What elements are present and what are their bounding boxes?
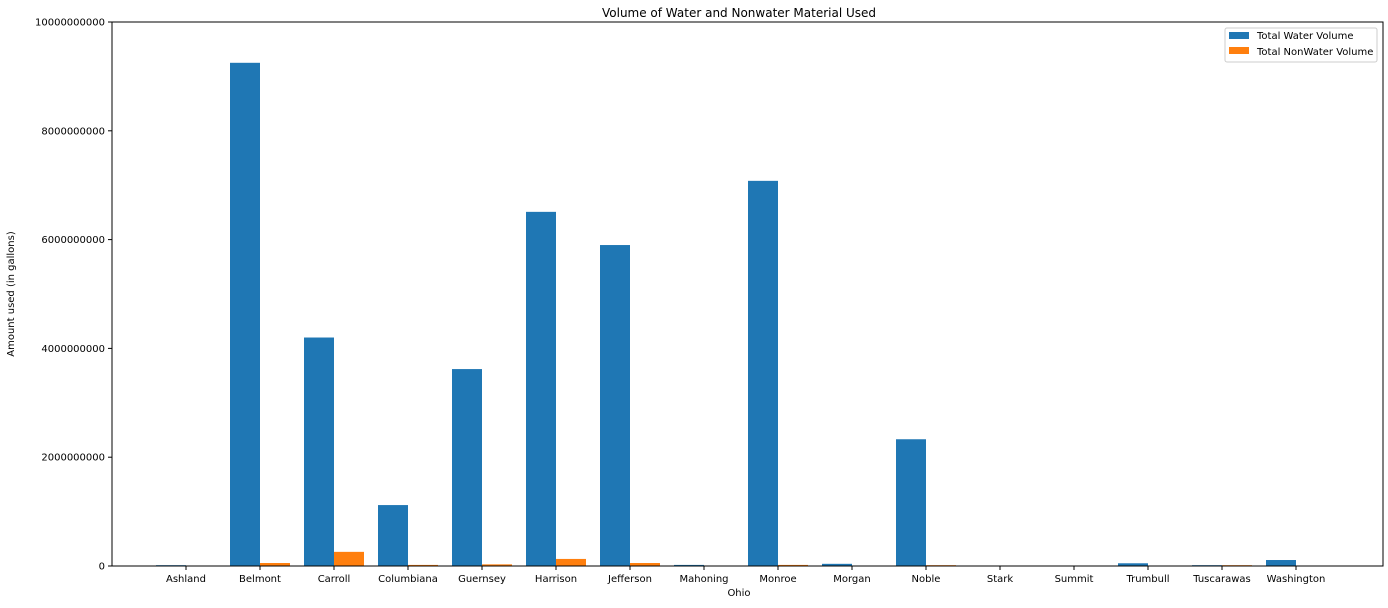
bar-nonwater-guernsey bbox=[482, 564, 512, 566]
bar-nonwater-harrison bbox=[556, 558, 586, 566]
y-tick-label: 4000000000 bbox=[41, 344, 105, 355]
bar-water-jefferson bbox=[600, 245, 630, 567]
bar-water-mahoning bbox=[674, 564, 704, 566]
x-tick-label: Ashland bbox=[166, 574, 206, 585]
x-tick-label: Carroll bbox=[318, 574, 351, 585]
bar-nonwater-belmont bbox=[260, 563, 290, 566]
bar-water-columbiana bbox=[378, 505, 408, 566]
x-tick-label: Belmont bbox=[239, 574, 281, 585]
legend-box bbox=[1224, 27, 1378, 63]
bars-group bbox=[156, 62, 1296, 567]
bar-water-harrison bbox=[526, 211, 556, 566]
chart-title: Volume of Water and Nonwater Material Us… bbox=[602, 6, 876, 20]
x-tick-label: Summit bbox=[1055, 574, 1094, 585]
legend-label-water: Total Water Volume bbox=[1256, 31, 1353, 42]
legend-swatch-nonwater bbox=[1229, 47, 1249, 54]
bar-water-belmont bbox=[230, 62, 260, 567]
y-tick-label: 8000000000 bbox=[41, 126, 105, 137]
x-tick-label: Washington bbox=[1267, 574, 1326, 585]
legend: Total Water Volume Total NonWater Volume bbox=[1224, 27, 1378, 63]
x-tick-label: Guernsey bbox=[458, 574, 506, 585]
x-ticks-group: Ashland Belmont Carroll Columbiana Guernsey H… bbox=[166, 566, 1325, 585]
bar-nonwater-monroe bbox=[778, 564, 808, 566]
y-tick-label: 2000000000 bbox=[41, 453, 105, 464]
bar-water-noble bbox=[896, 439, 926, 566]
x-tick-label: Jefferson bbox=[607, 574, 652, 585]
bar-water-guernsey bbox=[452, 369, 482, 566]
y-tick-label: 10000000000 bbox=[35, 18, 105, 29]
x-tick-label: Noble bbox=[912, 574, 941, 585]
y-ticks-group: 0 2000000000 4000000000 6000000000 800000000… bbox=[35, 18, 112, 573]
legend-swatch-water bbox=[1229, 32, 1249, 39]
x-tick-label: Mahoning bbox=[679, 574, 728, 585]
bar-nonwater-carroll bbox=[334, 551, 364, 566]
y-tick-label: 6000000000 bbox=[41, 235, 105, 246]
bar-water-carroll bbox=[304, 337, 334, 566]
bar-water-washington bbox=[1266, 560, 1296, 566]
x-tick-label: Morgan bbox=[833, 574, 871, 585]
bar-water-morgan bbox=[822, 563, 852, 566]
legend-label-nonwater: Total NonWater Volume bbox=[1256, 47, 1373, 58]
bar-water-monroe bbox=[748, 180, 778, 566]
x-tick-label: Tuscarawas bbox=[1192, 574, 1251, 585]
x-tick-label: Trumbull bbox=[1125, 574, 1169, 585]
x-tick-label: Columbiana bbox=[378, 574, 438, 585]
bar-nonwater-jefferson bbox=[630, 563, 660, 566]
y-tick-label: 0 bbox=[99, 562, 105, 573]
x-tick-label: Monroe bbox=[759, 574, 796, 585]
bar-nonwater-columbiana bbox=[408, 564, 438, 566]
x-tick-label: Stark bbox=[987, 574, 1014, 585]
plot-frame bbox=[111, 21, 1384, 567]
x-tick-label: Harrison bbox=[535, 574, 577, 585]
bar-water-trumbull bbox=[1118, 563, 1148, 566]
x-axis-label: Ohio bbox=[727, 588, 750, 599]
y-axis-label: Amount used (in gallons) bbox=[6, 231, 17, 357]
